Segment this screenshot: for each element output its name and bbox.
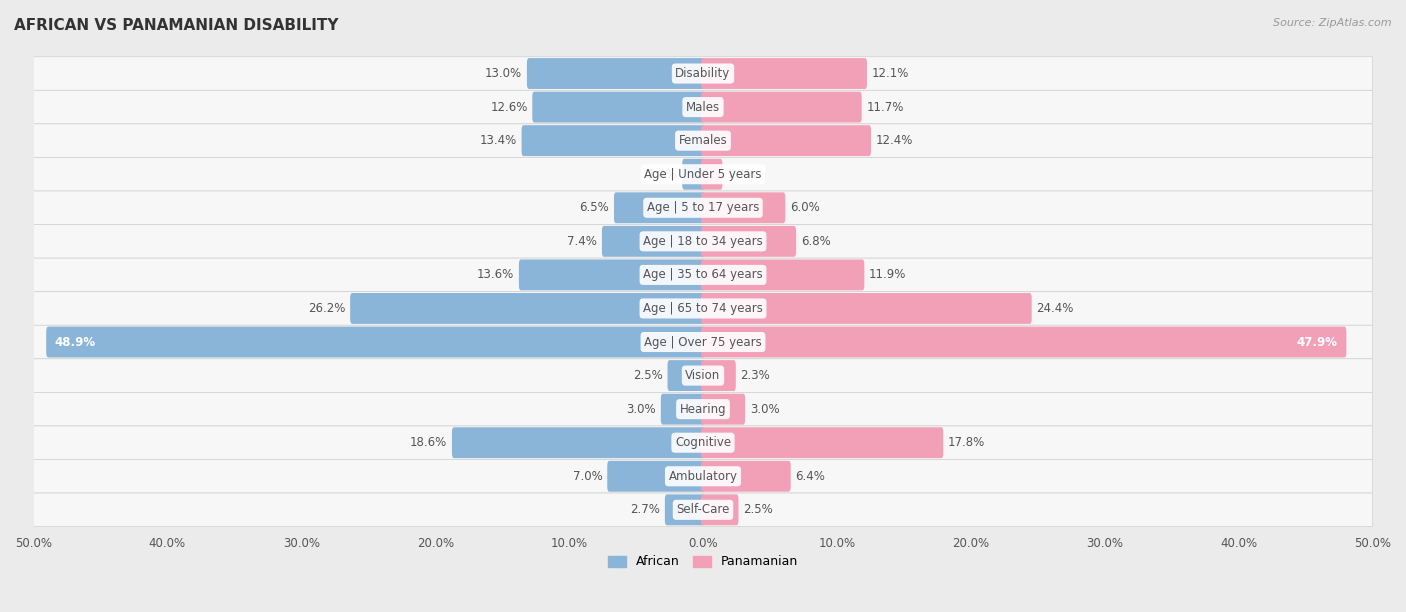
Text: Hearing: Hearing bbox=[679, 403, 727, 416]
FancyBboxPatch shape bbox=[661, 394, 704, 425]
FancyBboxPatch shape bbox=[46, 327, 704, 357]
Text: 1.4%: 1.4% bbox=[648, 168, 678, 181]
FancyBboxPatch shape bbox=[702, 494, 738, 525]
Text: AFRICAN VS PANAMANIAN DISABILITY: AFRICAN VS PANAMANIAN DISABILITY bbox=[14, 18, 339, 34]
FancyBboxPatch shape bbox=[702, 461, 790, 491]
Text: 26.2%: 26.2% bbox=[308, 302, 346, 315]
FancyBboxPatch shape bbox=[607, 461, 704, 491]
FancyBboxPatch shape bbox=[451, 427, 704, 458]
FancyBboxPatch shape bbox=[34, 493, 1372, 526]
FancyBboxPatch shape bbox=[702, 125, 872, 156]
FancyBboxPatch shape bbox=[34, 258, 1372, 292]
Text: 24.4%: 24.4% bbox=[1036, 302, 1074, 315]
Text: 12.1%: 12.1% bbox=[872, 67, 910, 80]
Text: 47.9%: 47.9% bbox=[1296, 335, 1337, 348]
Text: Disability: Disability bbox=[675, 67, 731, 80]
Text: 3.0%: 3.0% bbox=[627, 403, 657, 416]
FancyBboxPatch shape bbox=[34, 426, 1372, 460]
FancyBboxPatch shape bbox=[34, 124, 1372, 157]
Text: 3.0%: 3.0% bbox=[749, 403, 779, 416]
Text: 48.9%: 48.9% bbox=[55, 335, 96, 348]
Text: 12.4%: 12.4% bbox=[876, 134, 912, 147]
Text: 6.5%: 6.5% bbox=[579, 201, 609, 214]
FancyBboxPatch shape bbox=[702, 58, 868, 89]
Text: 2.5%: 2.5% bbox=[633, 369, 662, 382]
Text: Vision: Vision bbox=[685, 369, 721, 382]
FancyBboxPatch shape bbox=[34, 157, 1372, 191]
FancyBboxPatch shape bbox=[702, 259, 865, 290]
FancyBboxPatch shape bbox=[702, 226, 796, 257]
FancyBboxPatch shape bbox=[522, 125, 704, 156]
Text: Cognitive: Cognitive bbox=[675, 436, 731, 449]
FancyBboxPatch shape bbox=[665, 494, 704, 525]
Text: 7.4%: 7.4% bbox=[568, 235, 598, 248]
Text: 2.5%: 2.5% bbox=[744, 503, 773, 517]
FancyBboxPatch shape bbox=[34, 325, 1372, 359]
Text: 17.8%: 17.8% bbox=[948, 436, 986, 449]
FancyBboxPatch shape bbox=[702, 427, 943, 458]
FancyBboxPatch shape bbox=[34, 57, 1372, 91]
FancyBboxPatch shape bbox=[34, 191, 1372, 225]
FancyBboxPatch shape bbox=[702, 293, 1032, 324]
Text: Age | Over 75 years: Age | Over 75 years bbox=[644, 335, 762, 348]
Text: 2.7%: 2.7% bbox=[630, 503, 661, 517]
FancyBboxPatch shape bbox=[34, 225, 1372, 258]
Text: 18.6%: 18.6% bbox=[411, 436, 447, 449]
Text: Self-Care: Self-Care bbox=[676, 503, 730, 517]
FancyBboxPatch shape bbox=[702, 360, 735, 391]
FancyBboxPatch shape bbox=[34, 460, 1372, 493]
FancyBboxPatch shape bbox=[602, 226, 704, 257]
Text: 1.3%: 1.3% bbox=[727, 168, 756, 181]
Text: 2.3%: 2.3% bbox=[741, 369, 770, 382]
FancyBboxPatch shape bbox=[519, 259, 704, 290]
Text: Age | Under 5 years: Age | Under 5 years bbox=[644, 168, 762, 181]
FancyBboxPatch shape bbox=[34, 91, 1372, 124]
Text: Age | 5 to 17 years: Age | 5 to 17 years bbox=[647, 201, 759, 214]
FancyBboxPatch shape bbox=[614, 192, 704, 223]
Text: Source: ZipAtlas.com: Source: ZipAtlas.com bbox=[1274, 18, 1392, 28]
FancyBboxPatch shape bbox=[34, 359, 1372, 392]
Text: Age | 65 to 74 years: Age | 65 to 74 years bbox=[643, 302, 763, 315]
Text: 13.0%: 13.0% bbox=[485, 67, 522, 80]
Text: 7.0%: 7.0% bbox=[572, 470, 603, 483]
Text: 11.7%: 11.7% bbox=[866, 100, 904, 114]
FancyBboxPatch shape bbox=[34, 292, 1372, 325]
FancyBboxPatch shape bbox=[533, 92, 704, 122]
FancyBboxPatch shape bbox=[350, 293, 704, 324]
Text: 6.0%: 6.0% bbox=[790, 201, 820, 214]
Text: 11.9%: 11.9% bbox=[869, 269, 907, 282]
FancyBboxPatch shape bbox=[527, 58, 704, 89]
FancyBboxPatch shape bbox=[702, 327, 1347, 357]
FancyBboxPatch shape bbox=[682, 159, 704, 190]
FancyBboxPatch shape bbox=[668, 360, 704, 391]
Text: 6.8%: 6.8% bbox=[801, 235, 831, 248]
Text: Ambulatory: Ambulatory bbox=[668, 470, 738, 483]
FancyBboxPatch shape bbox=[702, 92, 862, 122]
Text: 12.6%: 12.6% bbox=[491, 100, 527, 114]
Text: 13.4%: 13.4% bbox=[479, 134, 517, 147]
Legend: African, Panamanian: African, Panamanian bbox=[603, 550, 803, 573]
Text: Age | 35 to 64 years: Age | 35 to 64 years bbox=[643, 269, 763, 282]
FancyBboxPatch shape bbox=[702, 394, 745, 425]
FancyBboxPatch shape bbox=[34, 392, 1372, 426]
Text: Females: Females bbox=[679, 134, 727, 147]
Text: Males: Males bbox=[686, 100, 720, 114]
Text: Age | 18 to 34 years: Age | 18 to 34 years bbox=[643, 235, 763, 248]
FancyBboxPatch shape bbox=[702, 159, 723, 190]
Text: 13.6%: 13.6% bbox=[477, 269, 515, 282]
FancyBboxPatch shape bbox=[702, 192, 786, 223]
Text: 6.4%: 6.4% bbox=[796, 470, 825, 483]
